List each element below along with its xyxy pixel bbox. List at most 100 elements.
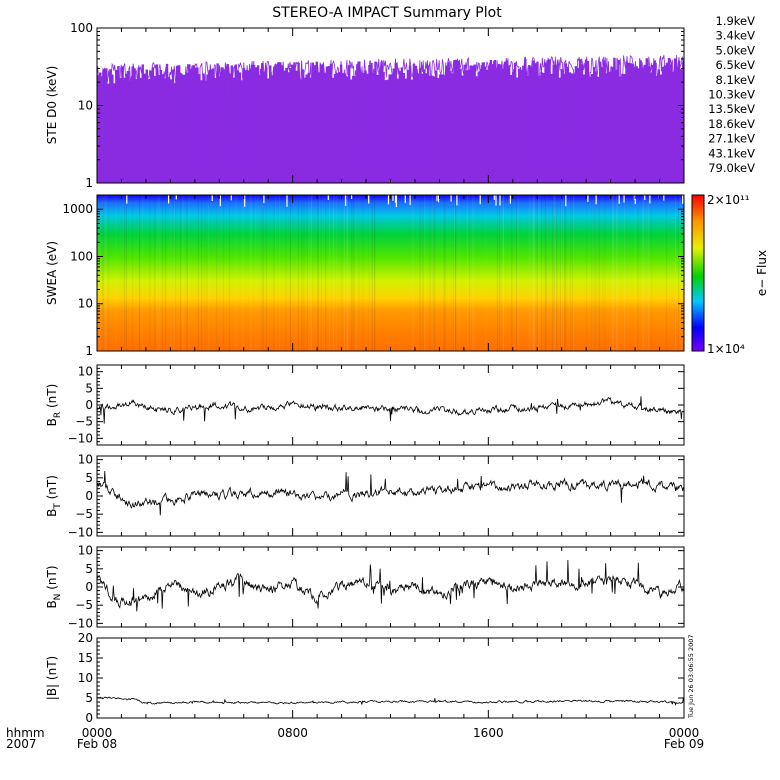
time-tick-label: 1600 bbox=[473, 726, 504, 740]
b-magnitude-y-axis: 0 5 10 15 20 bbox=[78, 631, 684, 725]
ste-bar bbox=[550, 73, 553, 183]
ste-bar bbox=[291, 64, 294, 183]
swea-streak bbox=[572, 195, 574, 351]
swea-streak bbox=[223, 195, 225, 351]
swea-gap bbox=[394, 195, 397, 203]
br-ytick-label: −5 bbox=[75, 415, 93, 429]
ste-bar bbox=[511, 71, 515, 183]
swea-streak bbox=[351, 195, 353, 351]
bt-ytick-label: 5 bbox=[85, 471, 93, 485]
ste-bar bbox=[194, 67, 197, 183]
bn-series-line bbox=[96, 559, 685, 612]
ste-bar bbox=[607, 71, 610, 183]
swea-streak bbox=[324, 195, 326, 351]
ste-legend-entry: 13.5keV bbox=[708, 102, 755, 116]
ste-bar bbox=[206, 74, 209, 183]
ste-bar bbox=[311, 62, 314, 183]
ste-bar bbox=[562, 73, 565, 183]
swea-streak bbox=[236, 195, 238, 351]
ste-bar bbox=[137, 67, 140, 183]
ste-bar bbox=[200, 80, 203, 183]
swea-streak bbox=[552, 195, 554, 351]
ste-bar bbox=[159, 70, 163, 183]
swea-streak bbox=[616, 195, 618, 351]
swea-streak bbox=[634, 195, 636, 351]
ste-bar bbox=[609, 71, 612, 183]
swea-streak bbox=[310, 195, 312, 351]
swea-streak bbox=[537, 195, 539, 351]
ste-bar bbox=[117, 65, 120, 183]
ste-bar bbox=[433, 76, 436, 183]
swea-gap bbox=[168, 195, 170, 204]
ste-bar bbox=[651, 64, 655, 183]
swea-streak bbox=[455, 195, 456, 351]
swea-streak bbox=[469, 195, 470, 351]
ste-bar bbox=[493, 59, 497, 184]
ste-bar bbox=[204, 80, 207, 183]
swea-streak bbox=[138, 195, 140, 351]
ste-bar bbox=[455, 59, 458, 184]
swea-streak bbox=[362, 195, 364, 351]
swea-gap bbox=[495, 195, 497, 206]
swea-streak bbox=[174, 195, 176, 351]
bn-label-sub: N bbox=[53, 594, 63, 601]
ste-bar bbox=[665, 62, 669, 183]
ste-bar bbox=[491, 64, 495, 183]
swea-streak bbox=[234, 195, 236, 351]
swea-gap bbox=[649, 195, 651, 204]
swea-streak bbox=[368, 195, 370, 351]
ste-bar bbox=[309, 77, 312, 183]
ste-bar bbox=[273, 66, 276, 183]
ste-bar bbox=[627, 62, 630, 183]
ste-bar bbox=[483, 66, 487, 183]
br-y-axis: −10 −5 0 5 10 bbox=[68, 364, 684, 446]
swea-gap bbox=[409, 195, 411, 206]
ste-bar bbox=[107, 83, 110, 183]
ste-bar bbox=[617, 59, 620, 183]
ste-bar bbox=[532, 60, 535, 184]
b-ytick-label: 10 bbox=[78, 671, 93, 685]
swea-streak bbox=[311, 195, 313, 351]
ste-bar bbox=[447, 61, 450, 183]
ste-bar bbox=[220, 67, 223, 183]
swea-streak bbox=[569, 195, 571, 351]
swea-streak bbox=[553, 195, 555, 351]
ste-bar bbox=[566, 66, 570, 183]
ste-bar bbox=[133, 68, 136, 183]
swea-streak bbox=[104, 195, 106, 351]
ste-bar bbox=[451, 73, 454, 183]
ste-bar bbox=[507, 65, 511, 183]
swea-gap bbox=[404, 195, 406, 203]
swea-streak bbox=[122, 195, 124, 351]
swea-streak bbox=[422, 195, 424, 351]
swea-streak bbox=[679, 195, 681, 351]
ste-bar bbox=[202, 73, 205, 183]
ste-bar bbox=[412, 64, 416, 183]
ste-bar bbox=[370, 62, 373, 183]
ste-bar bbox=[258, 75, 262, 183]
swea-gap bbox=[126, 195, 128, 204]
swea-streak bbox=[115, 195, 117, 351]
swea-streak bbox=[107, 195, 109, 351]
ste-bar bbox=[234, 64, 238, 183]
swea-streak bbox=[674, 195, 676, 351]
swea-gap bbox=[493, 195, 495, 200]
swea-gap bbox=[633, 195, 635, 200]
ste-bar bbox=[410, 79, 414, 183]
ste-bar bbox=[343, 73, 347, 183]
bt-label-main: B bbox=[45, 509, 59, 517]
swea-streak bbox=[122, 195, 124, 351]
ste-bar bbox=[289, 67, 292, 183]
swea-streak bbox=[333, 195, 335, 351]
ste-bar bbox=[141, 64, 144, 183]
ste-bar bbox=[540, 72, 543, 183]
swea-streak bbox=[132, 195, 133, 351]
ste-bar bbox=[281, 65, 284, 183]
ste-bar bbox=[675, 66, 679, 183]
ste-bar bbox=[230, 65, 234, 183]
swea-streak bbox=[604, 195, 606, 351]
ste-bar bbox=[501, 68, 505, 183]
ste-bar bbox=[388, 74, 391, 183]
swea-streak bbox=[502, 195, 504, 351]
